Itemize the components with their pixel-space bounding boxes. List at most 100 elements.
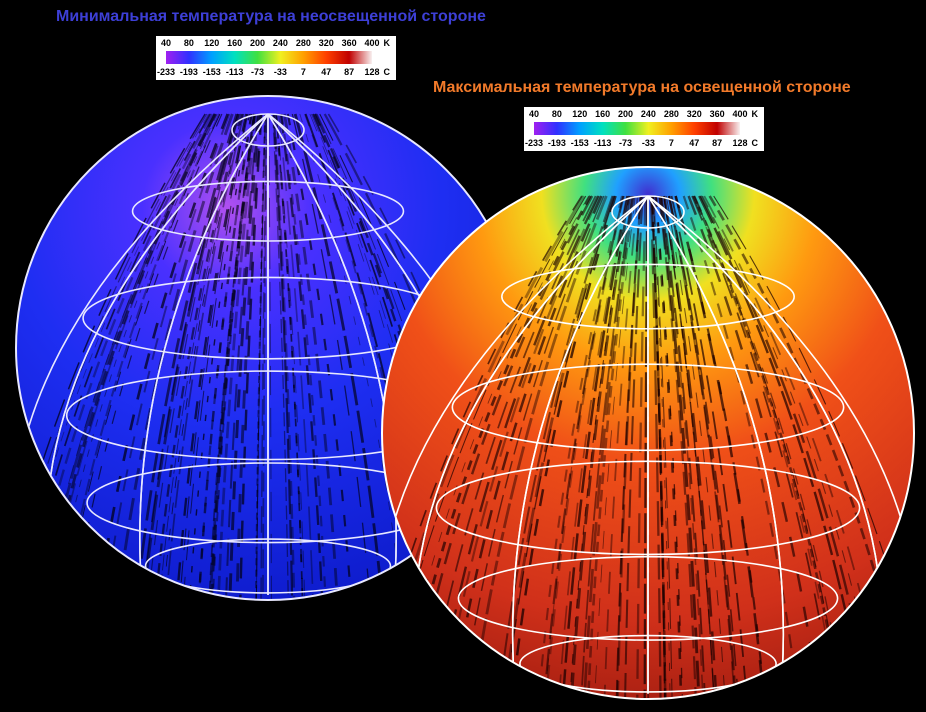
scan-stripe <box>135 113 238 600</box>
meridian-line <box>647 195 785 694</box>
scan-stripe <box>283 113 339 600</box>
scan-stripe <box>175 113 248 600</box>
scan-stripe <box>268 113 272 600</box>
scan-stripe <box>561 195 629 699</box>
meridian-line <box>16 113 269 596</box>
scan-stripe <box>663 195 715 699</box>
scan-stripe <box>615 195 642 699</box>
scan-stripe <box>154 113 243 600</box>
meridian-line <box>511 195 649 694</box>
right-celsius-tick: 128 <box>732 138 748 148</box>
right-globe-grid <box>382 195 914 694</box>
left-celsius-tick: -193 <box>179 67 198 77</box>
scan-stripe <box>570 195 632 699</box>
right-celsius-unit: C <box>751 138 759 148</box>
scan-stripe <box>636 195 647 699</box>
scan-stripe <box>272 113 294 600</box>
polar-circle <box>231 113 305 147</box>
left-celsius-tick: 128 <box>364 67 380 77</box>
left-temperature-scale: 40 80 120 160 200 240 280 320 360 400 K -233 -193 -1… <box>156 36 396 80</box>
scan-stripe <box>45 113 217 600</box>
scan-stripe <box>650 195 667 699</box>
scan-stripe <box>652 195 671 699</box>
right-celsius-tick: 87 <box>712 138 723 148</box>
meridian-line <box>267 113 397 596</box>
scan-stripe <box>309 113 445 600</box>
right-celsius-tick: -233 <box>524 138 544 148</box>
scan-stripe <box>188 113 251 600</box>
right-kelvin-ticks: 40 80 120 160 200 240 280 320 360 400 K <box>524 108 764 120</box>
left-kelvin-tick: 160 <box>227 38 243 48</box>
meridian-line <box>647 195 914 694</box>
right-kelvin-tick: 320 <box>686 109 702 119</box>
right-celsius-tick: -113 <box>593 138 612 148</box>
scan-stripe <box>239 113 263 600</box>
scan-stripe <box>543 195 625 699</box>
right-globe <box>381 166 915 700</box>
scan-stripe <box>667 195 737 699</box>
scan-stripe <box>147 113 241 600</box>
right-celsius-tick: 7 <box>668 138 674 148</box>
left-celsius-tick: 47 <box>321 67 332 77</box>
right-globe-outline <box>381 166 915 700</box>
polar-circle <box>611 195 685 229</box>
scan-stripe <box>255 113 266 600</box>
scan-stripe <box>141 113 239 600</box>
scan-stripe <box>624 195 644 699</box>
right-kelvin-tick: 80 <box>551 109 562 119</box>
left-kelvin-tick: 120 <box>204 38 220 48</box>
scan-stripe <box>30 113 213 600</box>
scan-stripe <box>159 113 243 600</box>
scan-stripe <box>235 113 263 600</box>
right-panel-title: Максимальная температура на освещенной с… <box>433 79 851 96</box>
left-celsius-tick: -33 <box>273 67 287 77</box>
scan-stripe <box>293 113 384 600</box>
right-kelvin-tick: 40 <box>528 109 540 119</box>
scan-stripe <box>398 195 590 699</box>
scan-stripe <box>280 113 327 600</box>
scan-stripe <box>663 195 718 699</box>
left-kelvin-tick: 400 <box>364 38 380 48</box>
scan-stripe <box>165 113 245 600</box>
scan-stripe <box>660 195 704 699</box>
scan-stripe <box>658 195 697 699</box>
scan-stripe <box>682 195 800 699</box>
scan-stripe <box>277 113 314 600</box>
scan-stripe <box>272 113 289 600</box>
left-celsius-unit: C <box>383 67 391 77</box>
scan-stripe <box>674 195 766 699</box>
right-kelvin-tick: 120 <box>572 109 588 119</box>
right-kelvin-tick: 400 <box>732 109 748 119</box>
scan-stripe <box>291 113 371 600</box>
right-kelvin-tick: 360 <box>709 109 725 119</box>
right-color-bar <box>534 122 740 135</box>
right-celsius-tick: -193 <box>547 138 566 148</box>
scan-stripe <box>687 195 820 699</box>
right-temperature-scale: 40 80 120 160 200 240 280 320 360 400 K -233 -193 -1… <box>524 107 764 151</box>
scan-stripe <box>276 113 306 600</box>
left-celsius-tick: -233 <box>156 67 176 77</box>
scan-stripe <box>182 113 249 600</box>
scan-stripe <box>510 195 617 699</box>
left-kelvin-ticks: 40 80 120 160 200 240 280 320 360 400 K <box>156 37 396 49</box>
scan-stripe <box>279 113 324 600</box>
scan-stripe <box>65 113 221 600</box>
scan-stripe <box>663 195 715 699</box>
left-kelvin-tick: 280 <box>295 38 311 48</box>
left-kelvin-tick: 200 <box>250 38 266 48</box>
left-celsius-tick: 87 <box>344 67 355 77</box>
scan-stripe <box>654 195 683 699</box>
scan-stripe <box>692 195 838 699</box>
left-kelvin-tick: 240 <box>272 38 288 48</box>
scan-stripe <box>649 195 662 699</box>
scan-stripe <box>655 195 684 699</box>
scan-stripe <box>505 195 615 699</box>
scan-stripe <box>594 195 636 699</box>
left-kelvin-tick: 40 <box>160 38 172 48</box>
right-kelvin-unit: K <box>751 109 759 119</box>
right-kelvin-tick: 240 <box>640 109 656 119</box>
scan-stripe <box>616 195 642 699</box>
right-celsius-tick: 47 <box>689 138 700 148</box>
meridian-line <box>139 113 269 596</box>
